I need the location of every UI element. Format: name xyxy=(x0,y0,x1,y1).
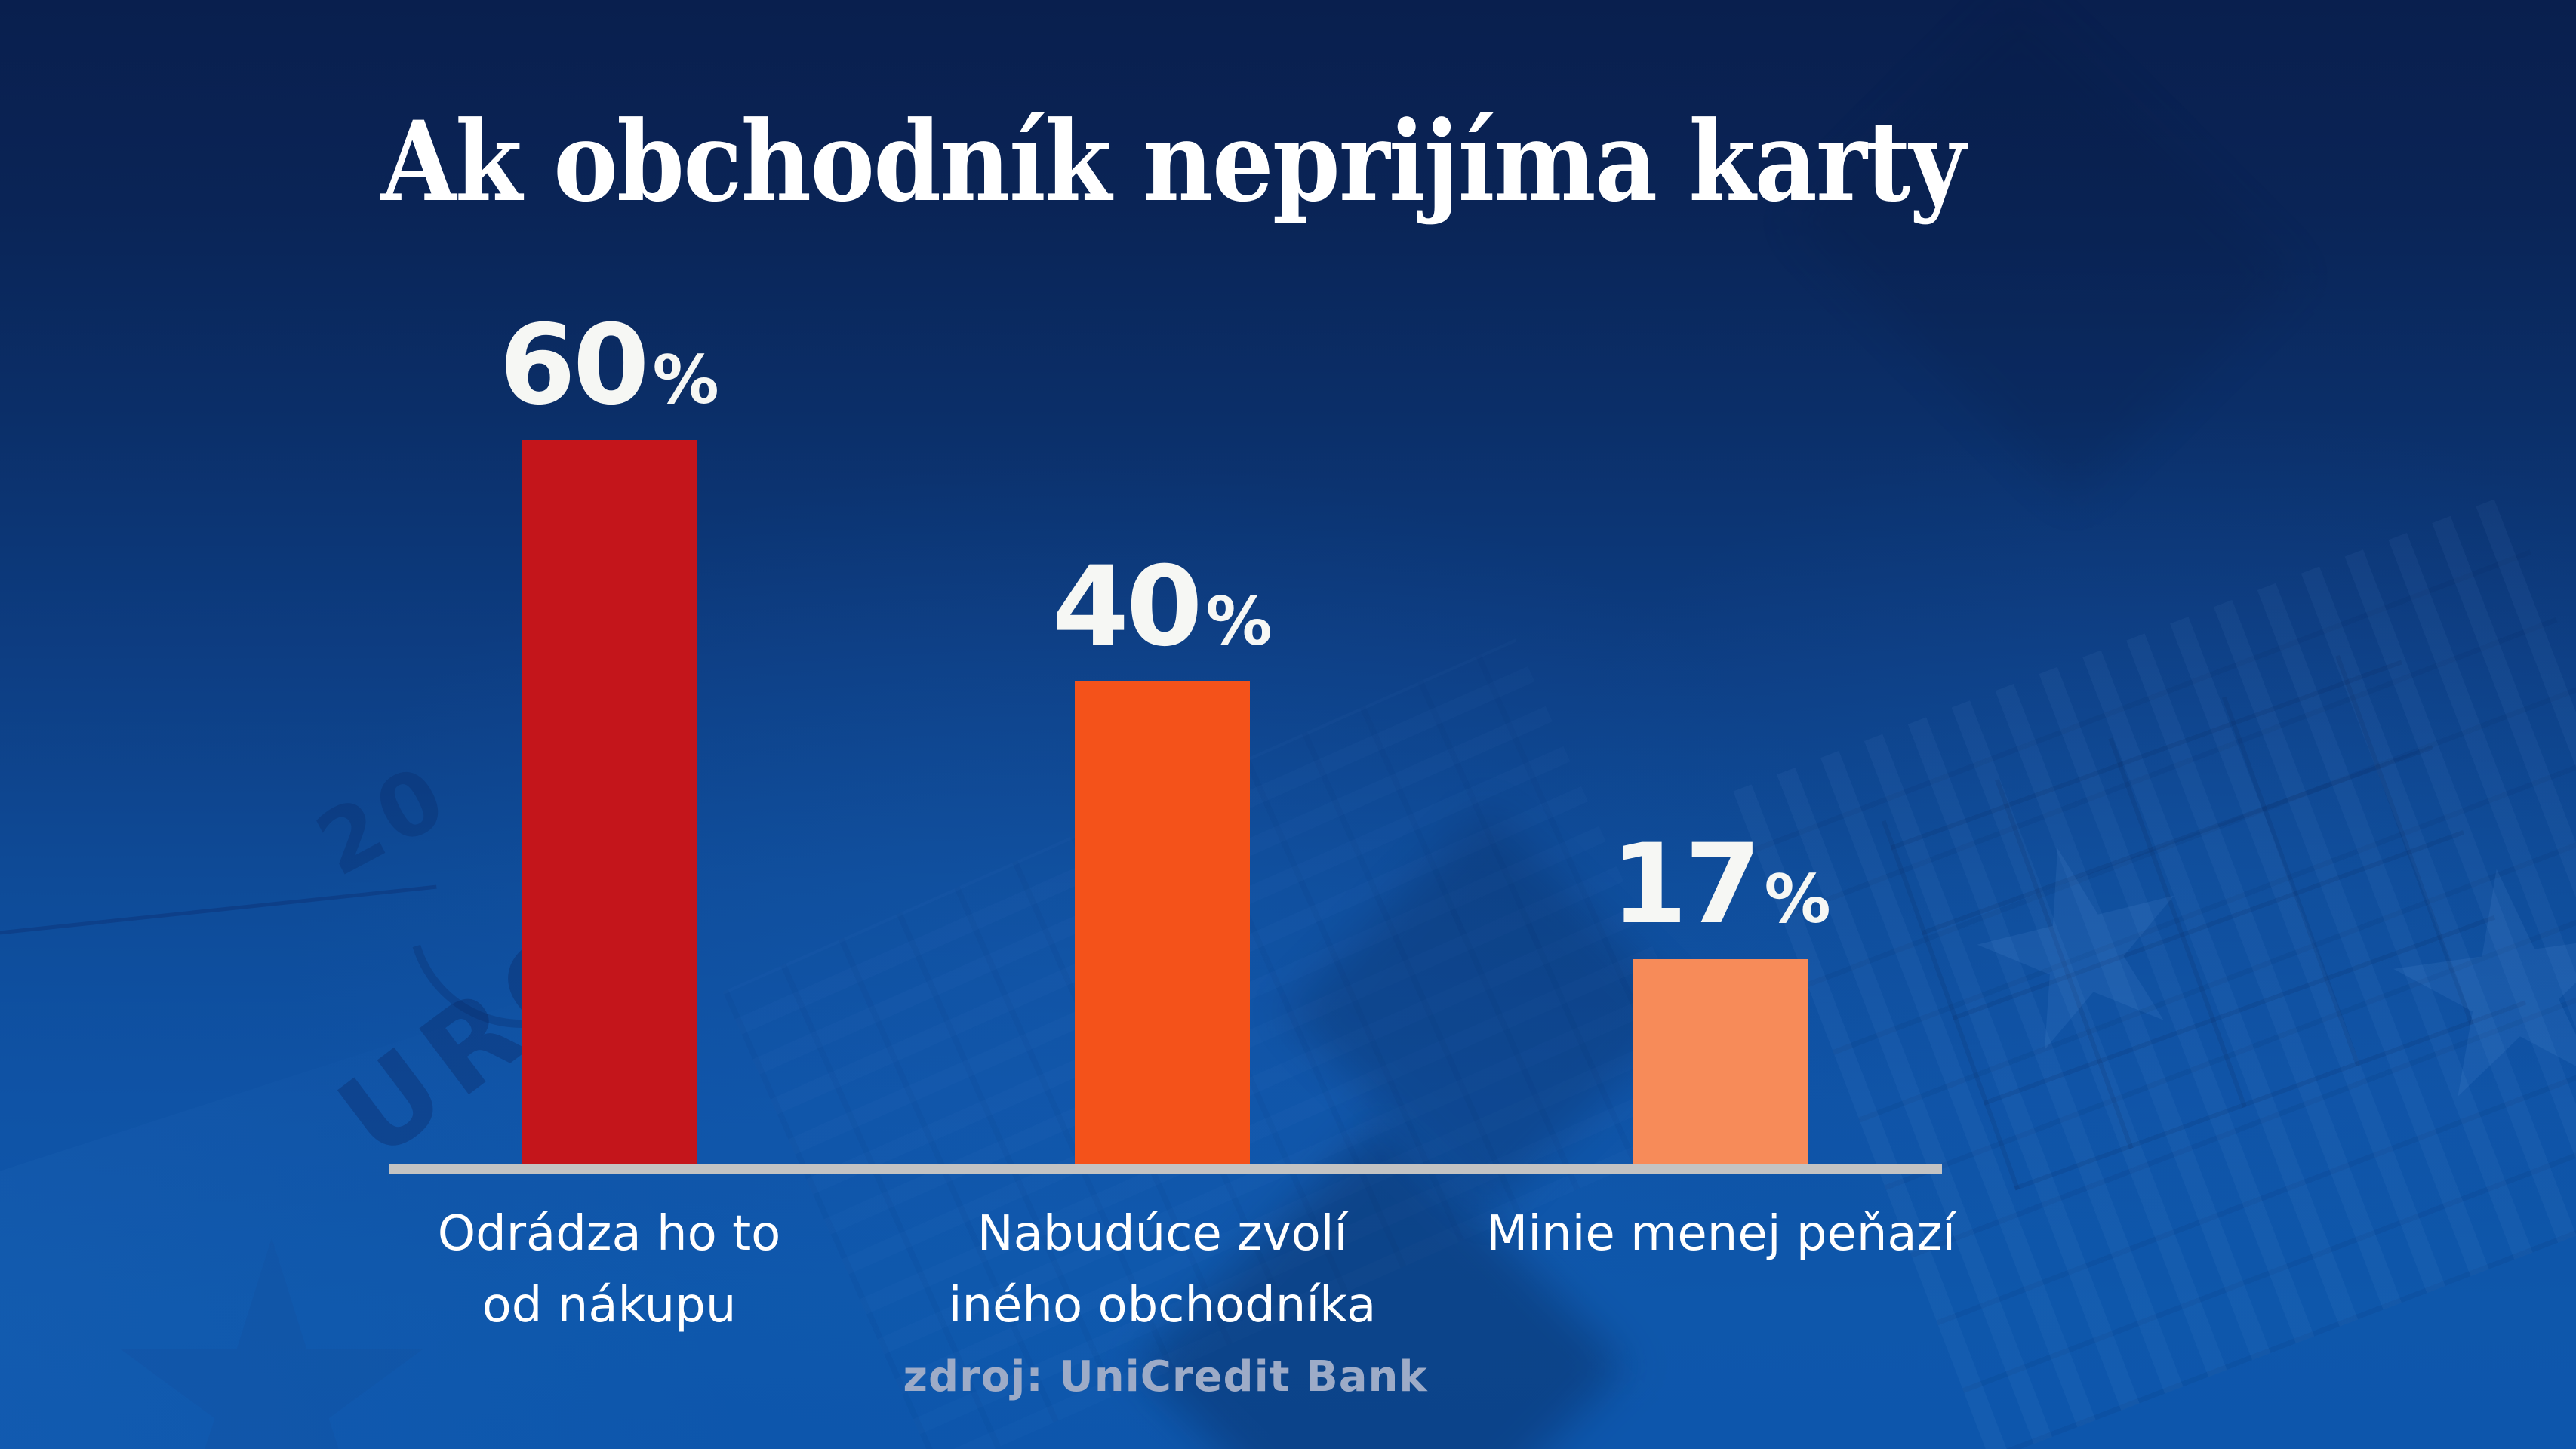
source-credit: zdroj: UniCredit Bank xyxy=(903,1352,1428,1401)
bar-value-label: 60% xyxy=(499,310,719,420)
bar-category-label: Nabudúce zvolí iného obchodníka xyxy=(948,1206,1377,1334)
chart-title: Ak obchodník neprijíma karty xyxy=(381,97,1965,226)
banknote-texture-window-grid xyxy=(1881,635,2527,1191)
euro-star-icon xyxy=(2377,852,2576,1124)
bar-value-number: 60 xyxy=(499,301,649,429)
banknote-texture-line xyxy=(0,884,437,938)
euro-star-icon xyxy=(1955,823,2211,1078)
x-axis-line xyxy=(389,1164,1942,1174)
percent-sign: % xyxy=(652,341,719,419)
bar-value-label: 40% xyxy=(1052,552,1272,662)
bar-value-number: 40 xyxy=(1052,543,1202,671)
banknote-texture-shadow xyxy=(1794,0,2297,500)
percent-sign: % xyxy=(1764,860,1831,938)
bar-column: 17% xyxy=(1494,829,1947,1164)
bar xyxy=(1633,959,1808,1164)
bar-category-label: Odrádza ho to od nákupu xyxy=(437,1206,781,1334)
bar-category-label: Minie menej peňazí xyxy=(1486,1206,1956,1262)
bar xyxy=(1075,681,1250,1164)
bar-value-label: 17% xyxy=(1611,829,1830,940)
bar-column: 40% xyxy=(936,552,1389,1164)
bar xyxy=(522,440,697,1164)
percent-sign: % xyxy=(1205,583,1273,660)
bar-column: 60% xyxy=(383,310,836,1164)
bar-value-number: 17 xyxy=(1611,820,1761,949)
